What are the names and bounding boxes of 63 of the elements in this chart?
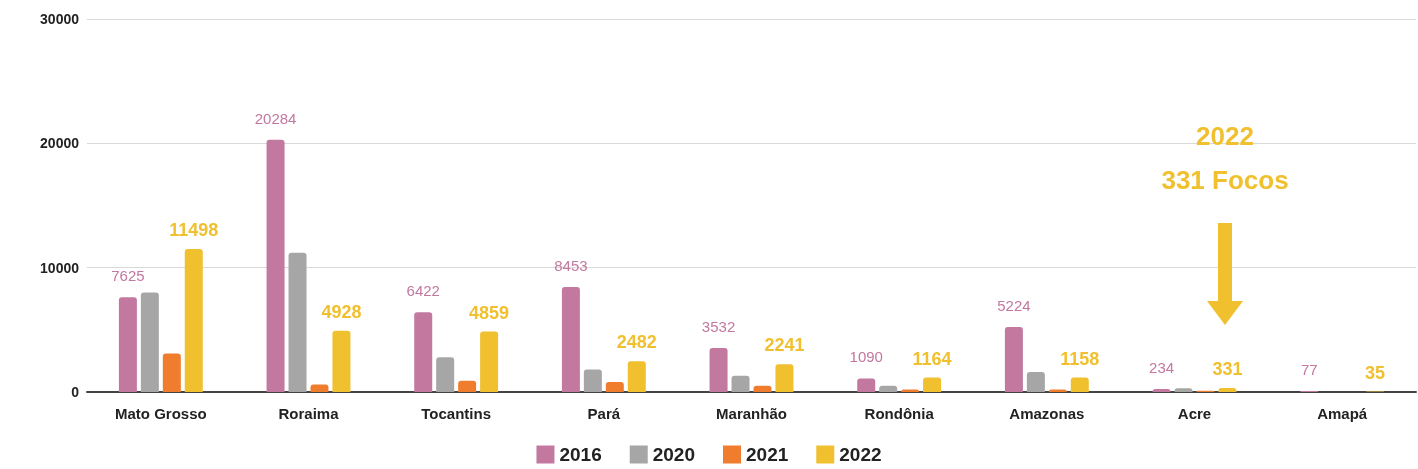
bar (140, 292, 159, 392)
annotation: 2022 (1196, 121, 1254, 151)
x-tick-label: Roraima (278, 405, 340, 422)
bar (1004, 327, 1023, 392)
legend-label: 2016 (559, 444, 602, 465)
annotation: 331 Focos (1161, 165, 1289, 195)
bar (288, 252, 307, 392)
bar (1070, 377, 1089, 392)
bar (583, 369, 602, 392)
data-label: 234 (1149, 359, 1175, 377)
x-tick-label: Amapá (1317, 405, 1368, 422)
legend-label: 2022 (839, 444, 882, 465)
data-label: 8453 (554, 256, 588, 274)
y-tick-label: 0 (71, 384, 80, 400)
data-label: 2482 (616, 332, 657, 353)
data-label: 1158 (1060, 348, 1100, 369)
x-tick-label: Tocantins (421, 405, 492, 422)
data-label: 4859 (469, 302, 510, 323)
bar (162, 353, 181, 392)
x-tick-label: Pará (587, 405, 621, 422)
bar (1026, 372, 1045, 392)
bar (731, 375, 750, 392)
data-label: 6422 (406, 282, 440, 300)
data-label: 1090 (849, 348, 883, 366)
x-tick-label: Acre (1177, 405, 1212, 422)
y-tick-label: 20000 (40, 135, 80, 152)
y-tick-label: 10000 (40, 259, 80, 276)
x-tick-label: Amazonas (1009, 405, 1085, 422)
data-label: 35 (1365, 362, 1386, 383)
bar (118, 297, 137, 392)
bar (709, 348, 728, 392)
data-label: 2241 (764, 335, 805, 356)
bar (753, 385, 772, 392)
bar (266, 139, 285, 392)
bar (310, 384, 329, 392)
bar (458, 380, 477, 392)
x-tick-label: Maranhão (716, 405, 787, 422)
data-label: 5224 (997, 297, 1031, 315)
bar (436, 357, 455, 392)
x-tick-label: Rondônia (864, 405, 935, 422)
bar (923, 377, 942, 392)
bar (879, 385, 898, 392)
data-label: 7625 (111, 267, 145, 285)
data-label: 20284 (254, 109, 297, 127)
bar (414, 312, 433, 392)
bar (332, 330, 351, 392)
bar (857, 378, 876, 392)
bar (184, 249, 203, 392)
data-label: 11498 (169, 220, 219, 241)
x-tick-label: Mato Grosso (114, 405, 207, 422)
data-label: 3532 (701, 318, 736, 336)
data-label: 4928 (321, 301, 362, 322)
y-tick-label: 30000 (40, 11, 80, 27)
data-label: 1164 (912, 348, 952, 369)
bar (627, 361, 646, 392)
bar (480, 331, 499, 392)
data-label: 331 (1212, 358, 1243, 379)
bar (561, 286, 580, 392)
legend-label: 2020 (652, 444, 696, 465)
data-label: 77 (1300, 361, 1318, 379)
legend-label: 2021 (746, 444, 789, 465)
bar (605, 382, 624, 392)
bar (775, 364, 794, 392)
